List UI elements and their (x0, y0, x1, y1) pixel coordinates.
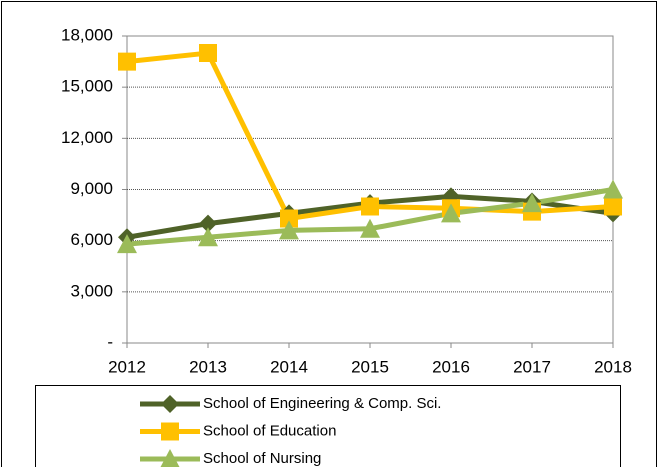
x-tick-label: 2014 (270, 357, 308, 376)
y-tick-label: 15,000 (61, 77, 113, 96)
marker (199, 214, 217, 233)
marker (198, 227, 218, 247)
marker (604, 197, 622, 216)
y-tick-label: 9,000 (70, 179, 113, 198)
marker (360, 218, 380, 238)
y-tick-label: - (107, 332, 113, 351)
x-tick-label: 2017 (513, 357, 551, 376)
marker (280, 209, 298, 228)
x-tick-label: 2016 (432, 357, 470, 376)
marker (161, 422, 179, 441)
marker (199, 44, 217, 63)
marker (522, 193, 542, 213)
marker (603, 179, 623, 199)
x-tick-label: 2012 (108, 357, 146, 376)
y-tick-label: 6,000 (70, 230, 113, 249)
marker (361, 197, 379, 216)
marker (441, 203, 461, 223)
y-tick-label: 12,000 (61, 128, 113, 147)
marker (160, 449, 180, 467)
y-tick-label: 18,000 (61, 25, 113, 44)
legend-text: School of Nursing (203, 450, 321, 467)
x-tick-label: 2013 (189, 357, 227, 376)
legend-text: School of Education (203, 422, 336, 439)
x-tick-label: 2018 (594, 357, 632, 376)
legend-text: School of Engineering & Comp. Sci. (203, 395, 441, 412)
marker (118, 52, 136, 71)
series-line (126, 50, 614, 221)
marker (161, 395, 179, 413)
x-tick-label: 2015 (351, 357, 389, 376)
legend-box (35, 385, 621, 467)
marker (117, 234, 137, 254)
y-tick-label: 3,000 (70, 281, 113, 300)
marker (279, 220, 299, 240)
